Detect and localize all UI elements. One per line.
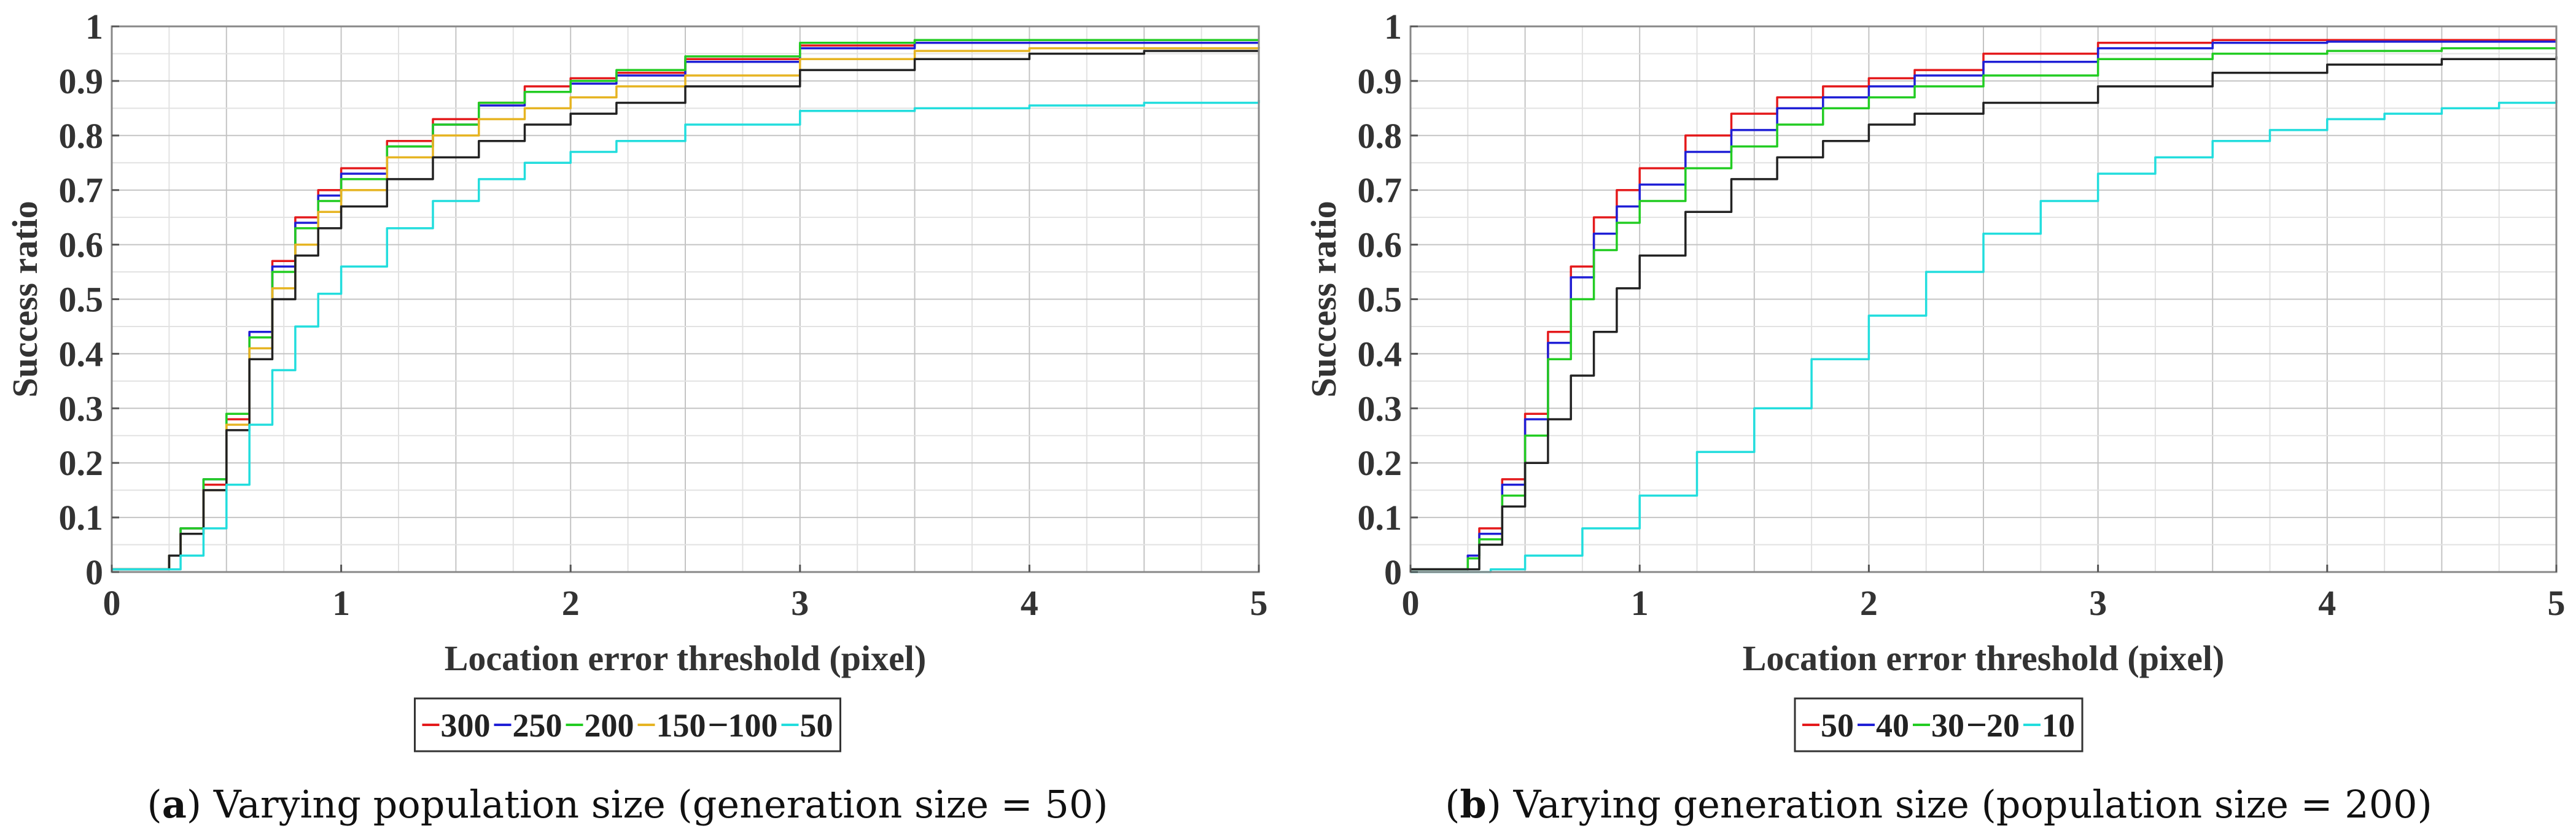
- y-tick-label: 0.1: [59, 498, 104, 538]
- y-axis-label: Success ratio: [1304, 201, 1344, 398]
- series-line-10: [1411, 100, 2558, 573]
- legend-box: [414, 697, 841, 752]
- legend: 50 40 30 20 10: [1794, 697, 2084, 752]
- caption-paren-close: ): [187, 782, 214, 827]
- y-tick-label: 0: [85, 552, 103, 592]
- y-tick-label: 0.5: [1358, 280, 1403, 320]
- x-tick-label: 4: [1021, 583, 1038, 623]
- y-tick-label: 0: [1384, 552, 1402, 592]
- panel-caption: (a) Varying population size (generation …: [147, 782, 1108, 827]
- y-tick-label: 0.8: [1358, 116, 1403, 156]
- caption-text: Varying population size (generation size…: [213, 782, 1108, 827]
- x-tick-label: 3: [2089, 583, 2107, 623]
- y-tick-label: 0.5: [59, 280, 104, 320]
- panel-caption: (b) Varying generation size (population …: [1445, 782, 2432, 827]
- caption-text: Varying generation size (population size…: [1513, 782, 2432, 827]
- y-tick-label: 0.2: [1358, 443, 1403, 483]
- legend-label-40: 40: [1876, 707, 1909, 744]
- y-tick-label: 0.2: [59, 443, 104, 483]
- legend-label-100: 100: [728, 707, 778, 744]
- x-tick-label: 3: [791, 583, 809, 623]
- x-tick-label: 4: [2318, 583, 2336, 623]
- x-axis-label: Location error threshold (pixel): [445, 638, 927, 678]
- legend-label-50: 50: [1821, 707, 1854, 744]
- caption-paren-open: (: [147, 782, 162, 827]
- series-line-20: [1411, 56, 2558, 571]
- legend-label-50: 50: [800, 707, 833, 744]
- series-line-30: [1411, 47, 2556, 571]
- y-tick-label: 0.4: [1358, 334, 1403, 374]
- x-tick-label: 5: [1250, 583, 1268, 623]
- legend-label-200: 200: [585, 707, 634, 744]
- series-line-100: [112, 50, 1259, 571]
- chart-panel-a: 0 1 2 3 4 5 0 0.1 0.2 0.3 0.4 0.5 0.6 0.7 0.8 0.9 1 Locat…: [5, 7, 1268, 827]
- y-tick-label: 1: [85, 7, 103, 47]
- x-tick-label: 2: [562, 583, 580, 623]
- series-line-50: [112, 100, 1260, 571]
- y-tick-label: 0.1: [1358, 498, 1403, 538]
- legend-label-30: 30: [1931, 707, 1964, 744]
- legend-label-300: 300: [441, 707, 491, 744]
- caption-letter: a: [162, 782, 187, 827]
- y-tick-label: 0.7: [1358, 171, 1403, 211]
- y-tick-label: 0.4: [59, 334, 104, 374]
- x-axis-label: Location error threshold (pixel): [1743, 638, 2225, 678]
- chart-a: 0 1 2 3 4 500.10.20.30.40.50.60.70.80.91Locat…: [5, 7, 1268, 827]
- y-tick-label: 0.9: [1358, 61, 1403, 101]
- caption-paren-open: (: [1445, 782, 1460, 827]
- x-tick-label: 5: [2548, 583, 2566, 623]
- legend: 300 250 200 150 100 50: [414, 697, 841, 752]
- y-axis-label: Success ratio: [5, 201, 45, 398]
- x-tick-label: 0: [103, 583, 121, 623]
- legend-label-150: 150: [656, 707, 706, 744]
- x-tick-label: 1: [1631, 583, 1649, 623]
- y-tick-label: 0.3: [1358, 389, 1403, 428]
- legend-label-250: 250: [513, 707, 562, 744]
- x-tick-label: 1: [332, 583, 350, 623]
- y-tick-label: 0.8: [59, 116, 104, 156]
- x-tick-label: 2: [1860, 583, 1878, 623]
- y-tick-label: 1: [1384, 7, 1402, 47]
- x-tick-label: 0: [1402, 583, 1420, 623]
- caption-letter: b: [1460, 782, 1486, 827]
- caption-paren-close: ): [1487, 782, 1514, 827]
- y-tick-label: 0.9: [59, 61, 104, 101]
- chart-panel-b: 0 1 2 3 4 5 0 0.1 0.2 0.3 0.4 0.5 0.6 0.7 0.8 0.9 1 Locat…: [1288, 0, 2575, 839]
- chart-b: 0 1 2 3 4 500.10.20.30.40.50.60.70.80.91Locat…: [1304, 7, 2566, 827]
- y-tick-label: 0.6: [1358, 225, 1403, 265]
- y-tick-label: 0.7: [59, 171, 104, 211]
- legend-label-20: 20: [1986, 707, 2020, 744]
- legend-label-10: 10: [2042, 707, 2075, 744]
- y-tick-label: 0.3: [59, 389, 104, 428]
- y-tick-label: 0.6: [59, 225, 104, 265]
